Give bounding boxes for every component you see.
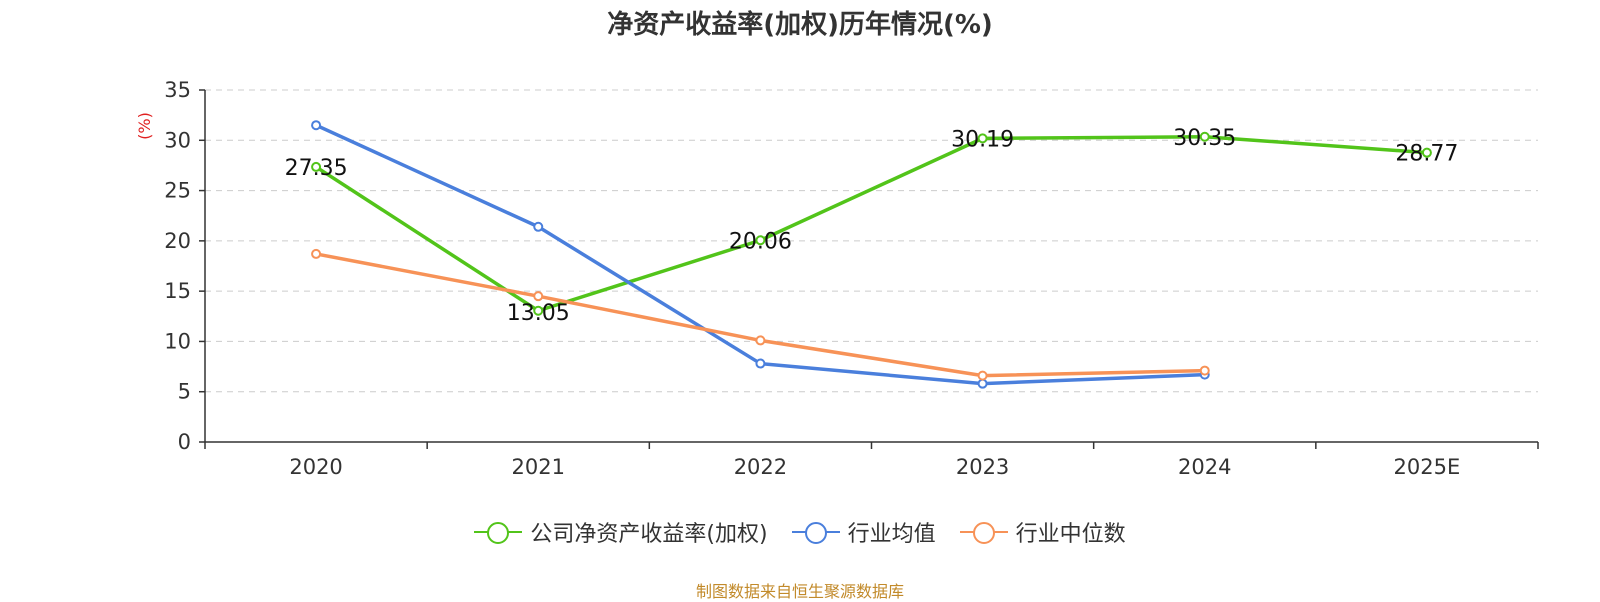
chart-title: 净资产收益率(加权)历年情况(%) xyxy=(607,10,993,40)
data-point xyxy=(977,378,988,389)
x-tick-label: 2024 xyxy=(1178,455,1231,479)
y-tick-label: 10 xyxy=(164,329,191,353)
data-label: 28.77 xyxy=(1395,142,1458,167)
x-tick-label: 2021 xyxy=(512,455,565,479)
data-label: 30.19 xyxy=(951,127,1014,152)
series-line-0 xyxy=(315,135,1428,313)
legend-label: 行业中位数 xyxy=(1015,522,1126,547)
legend-item-industry-mean[interactable]: 行业均值 xyxy=(791,516,936,548)
data-point xyxy=(1199,365,1210,376)
data-label: 30.35 xyxy=(1173,126,1236,151)
data-point xyxy=(1421,147,1432,158)
y-tick-label: 20 xyxy=(164,229,191,253)
legend-label: 公司净资产收益率(加权) xyxy=(530,522,768,547)
data-point xyxy=(1199,131,1210,142)
data-label: 20.06 xyxy=(729,229,792,254)
data-point xyxy=(311,161,322,172)
data-label: 13.05 xyxy=(507,301,570,326)
y-tick-label: 25 xyxy=(164,179,191,203)
data-point xyxy=(311,248,322,259)
y-tick-label: 0 xyxy=(178,430,191,454)
data-point xyxy=(977,370,988,381)
y-tick-label: 35 xyxy=(164,78,191,102)
data-point xyxy=(311,120,322,131)
x-tick-label: 2023 xyxy=(956,455,1009,479)
legend-line-circle-icon xyxy=(474,520,523,544)
data-label: 27.35 xyxy=(285,156,348,181)
data-point xyxy=(533,291,544,302)
x-tick-label: 2025E xyxy=(1394,455,1461,479)
legend-label: 行业均值 xyxy=(847,522,936,547)
x-tick-label: 2020 xyxy=(289,455,342,479)
data-source-note: 制图数据来自恒生聚源数据库 xyxy=(695,582,904,601)
y-tick-label: 30 xyxy=(164,128,191,152)
data-point xyxy=(533,221,544,232)
y-axis-label: (%) xyxy=(135,112,154,140)
data-point xyxy=(977,133,988,144)
x-tick-label: 2022 xyxy=(734,455,787,479)
data-point xyxy=(755,358,766,369)
data-point xyxy=(533,305,544,316)
y-tick-label: 5 xyxy=(178,380,191,404)
legend-line-circle-icon xyxy=(959,520,1008,544)
y-tick-label: 15 xyxy=(164,279,191,303)
series-line-2 xyxy=(315,252,1205,378)
legend-item-company[interactable]: 公司净资产收益率(加权) xyxy=(474,516,768,548)
data-point xyxy=(755,235,766,246)
legend: 公司净资产收益率(加权) 行业均值 行业中位数 xyxy=(0,516,1600,548)
legend-item-industry-median[interactable]: 行业中位数 xyxy=(959,516,1126,548)
legend-line-circle-icon xyxy=(791,520,840,544)
data-point xyxy=(755,335,766,346)
